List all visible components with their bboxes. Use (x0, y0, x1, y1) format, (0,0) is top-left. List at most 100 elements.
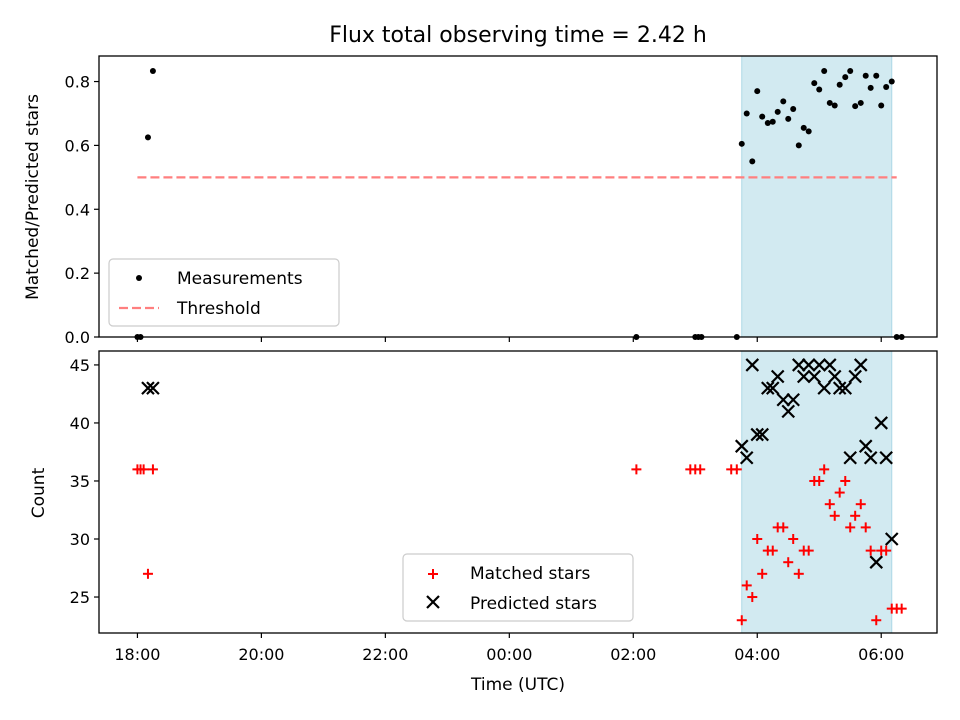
ratio-axes-frame (98, 55, 938, 338)
y-tick-label: 30 (70, 530, 90, 549)
legend-frame (402, 553, 634, 622)
count-legend: Matched stars Predicted stars (402, 553, 634, 622)
x-tick-label: 02:00 (610, 645, 656, 664)
matched-star-point (147, 464, 158, 475)
legend-matched-marker (428, 569, 438, 579)
measurement-point (144, 134, 151, 141)
y-tick-label: 35 (70, 472, 90, 491)
measurement-point (780, 98, 787, 105)
x-stroke (781, 404, 796, 419)
matched-star-point (757, 568, 768, 579)
count-y-axis-label: Count (29, 467, 49, 518)
matched-star-point (829, 510, 840, 521)
x-stroke (827, 369, 842, 384)
count-marks (132, 358, 907, 626)
matched-star-point (819, 464, 830, 475)
x-tick-label: 20:00 (238, 645, 284, 664)
predicted-star-point (770, 369, 785, 384)
matched-star-point (824, 499, 835, 510)
legend-threshold-label: Threshold (176, 299, 261, 319)
y-tick-label: 45 (70, 356, 90, 375)
matched-star-point (747, 592, 758, 603)
predicted-star-point (807, 369, 822, 384)
predicted-star-point (786, 392, 800, 407)
x-stroke (843, 450, 858, 465)
y-tick-label: 0.2 (65, 264, 90, 283)
measurement-point (749, 158, 756, 165)
ratio-x-ticks (136, 337, 882, 342)
measurement-point (842, 74, 849, 81)
predicted-star-point (838, 381, 853, 395)
measurement-point (759, 113, 766, 120)
measurement-point (857, 99, 864, 106)
x-stroke (812, 358, 827, 372)
matched-star-point (840, 475, 851, 486)
x-stroke (792, 358, 806, 372)
predicted-star-point (874, 416, 888, 430)
ratio-panel: 0.00.20.40.60.8 Matched/Predicted stars … (23, 55, 938, 347)
measurement-point (800, 124, 807, 131)
x-tick-label: 00:00 (486, 645, 532, 664)
x-stroke (770, 369, 785, 384)
matched-star-point (631, 464, 642, 475)
matched-star-point (142, 568, 153, 579)
measurement-point (795, 142, 802, 149)
predicted-star-point (765, 381, 780, 395)
measurement-point (862, 72, 869, 79)
matched-star-point (834, 487, 845, 498)
measurement-point (821, 68, 828, 75)
legend-frame (108, 258, 340, 327)
predicted-star-point (781, 404, 796, 419)
predicted-star-point (750, 427, 765, 442)
matched-star-point (814, 475, 825, 486)
measurement-point (805, 128, 812, 135)
predicted-star-point (801, 358, 816, 372)
x-stroke (739, 450, 754, 465)
x-stroke (426, 595, 440, 609)
matched-star-point (845, 522, 856, 533)
x-stroke (786, 392, 800, 407)
predicted-star-point (745, 358, 760, 372)
chart-title: Flux total observing time = 2.42 h (329, 23, 707, 48)
predicted-star-point (884, 532, 899, 546)
ratio-y-axis-label: Matched/Predicted stars (23, 94, 43, 300)
matched-star-point (767, 545, 778, 556)
predicted-star-point (827, 369, 842, 384)
measurement-point (769, 118, 776, 125)
legend-measurements-label: Measurements (177, 269, 303, 289)
matched-star-point (788, 534, 799, 544)
measurement-point (743, 110, 750, 117)
measurement-point (852, 103, 859, 110)
x-stroke (863, 450, 878, 465)
observing-window-shade (741, 55, 893, 338)
x-stroke (141, 381, 155, 395)
x-stroke (765, 381, 780, 395)
x-stroke (874, 416, 888, 430)
measurement-point (888, 78, 895, 85)
x-tick-label: 22:00 (362, 645, 408, 664)
x-tick-label: 06:00 (858, 645, 904, 664)
count-panel: 25 30 35 40 45 18:00 20:00 22:00 00:00 02:00 04:0… (29, 350, 938, 695)
x-stroke (848, 369, 862, 384)
predicted-star-point (848, 369, 862, 384)
matched-star-point (695, 464, 706, 475)
measurement-point (764, 120, 771, 127)
x-stroke (853, 358, 868, 372)
x-stroke (745, 358, 760, 372)
matched-star-point (871, 615, 882, 626)
y-tick-label: 40 (70, 414, 90, 433)
x-stroke (884, 532, 899, 546)
matched-star-point (865, 545, 876, 556)
matched-star-point (896, 603, 907, 614)
y-tick-label: 0.0 (65, 328, 90, 347)
x-stroke (796, 369, 811, 384)
predicted-star-point (761, 381, 775, 395)
matched-star-point (783, 557, 794, 568)
measurement-point (836, 81, 843, 88)
matched-star-point (881, 545, 892, 556)
x-stroke (807, 369, 822, 384)
count-y-axis: 25 30 35 40 45 (70, 356, 99, 607)
predicted-star-point (879, 450, 893, 465)
x-stroke (755, 427, 769, 442)
